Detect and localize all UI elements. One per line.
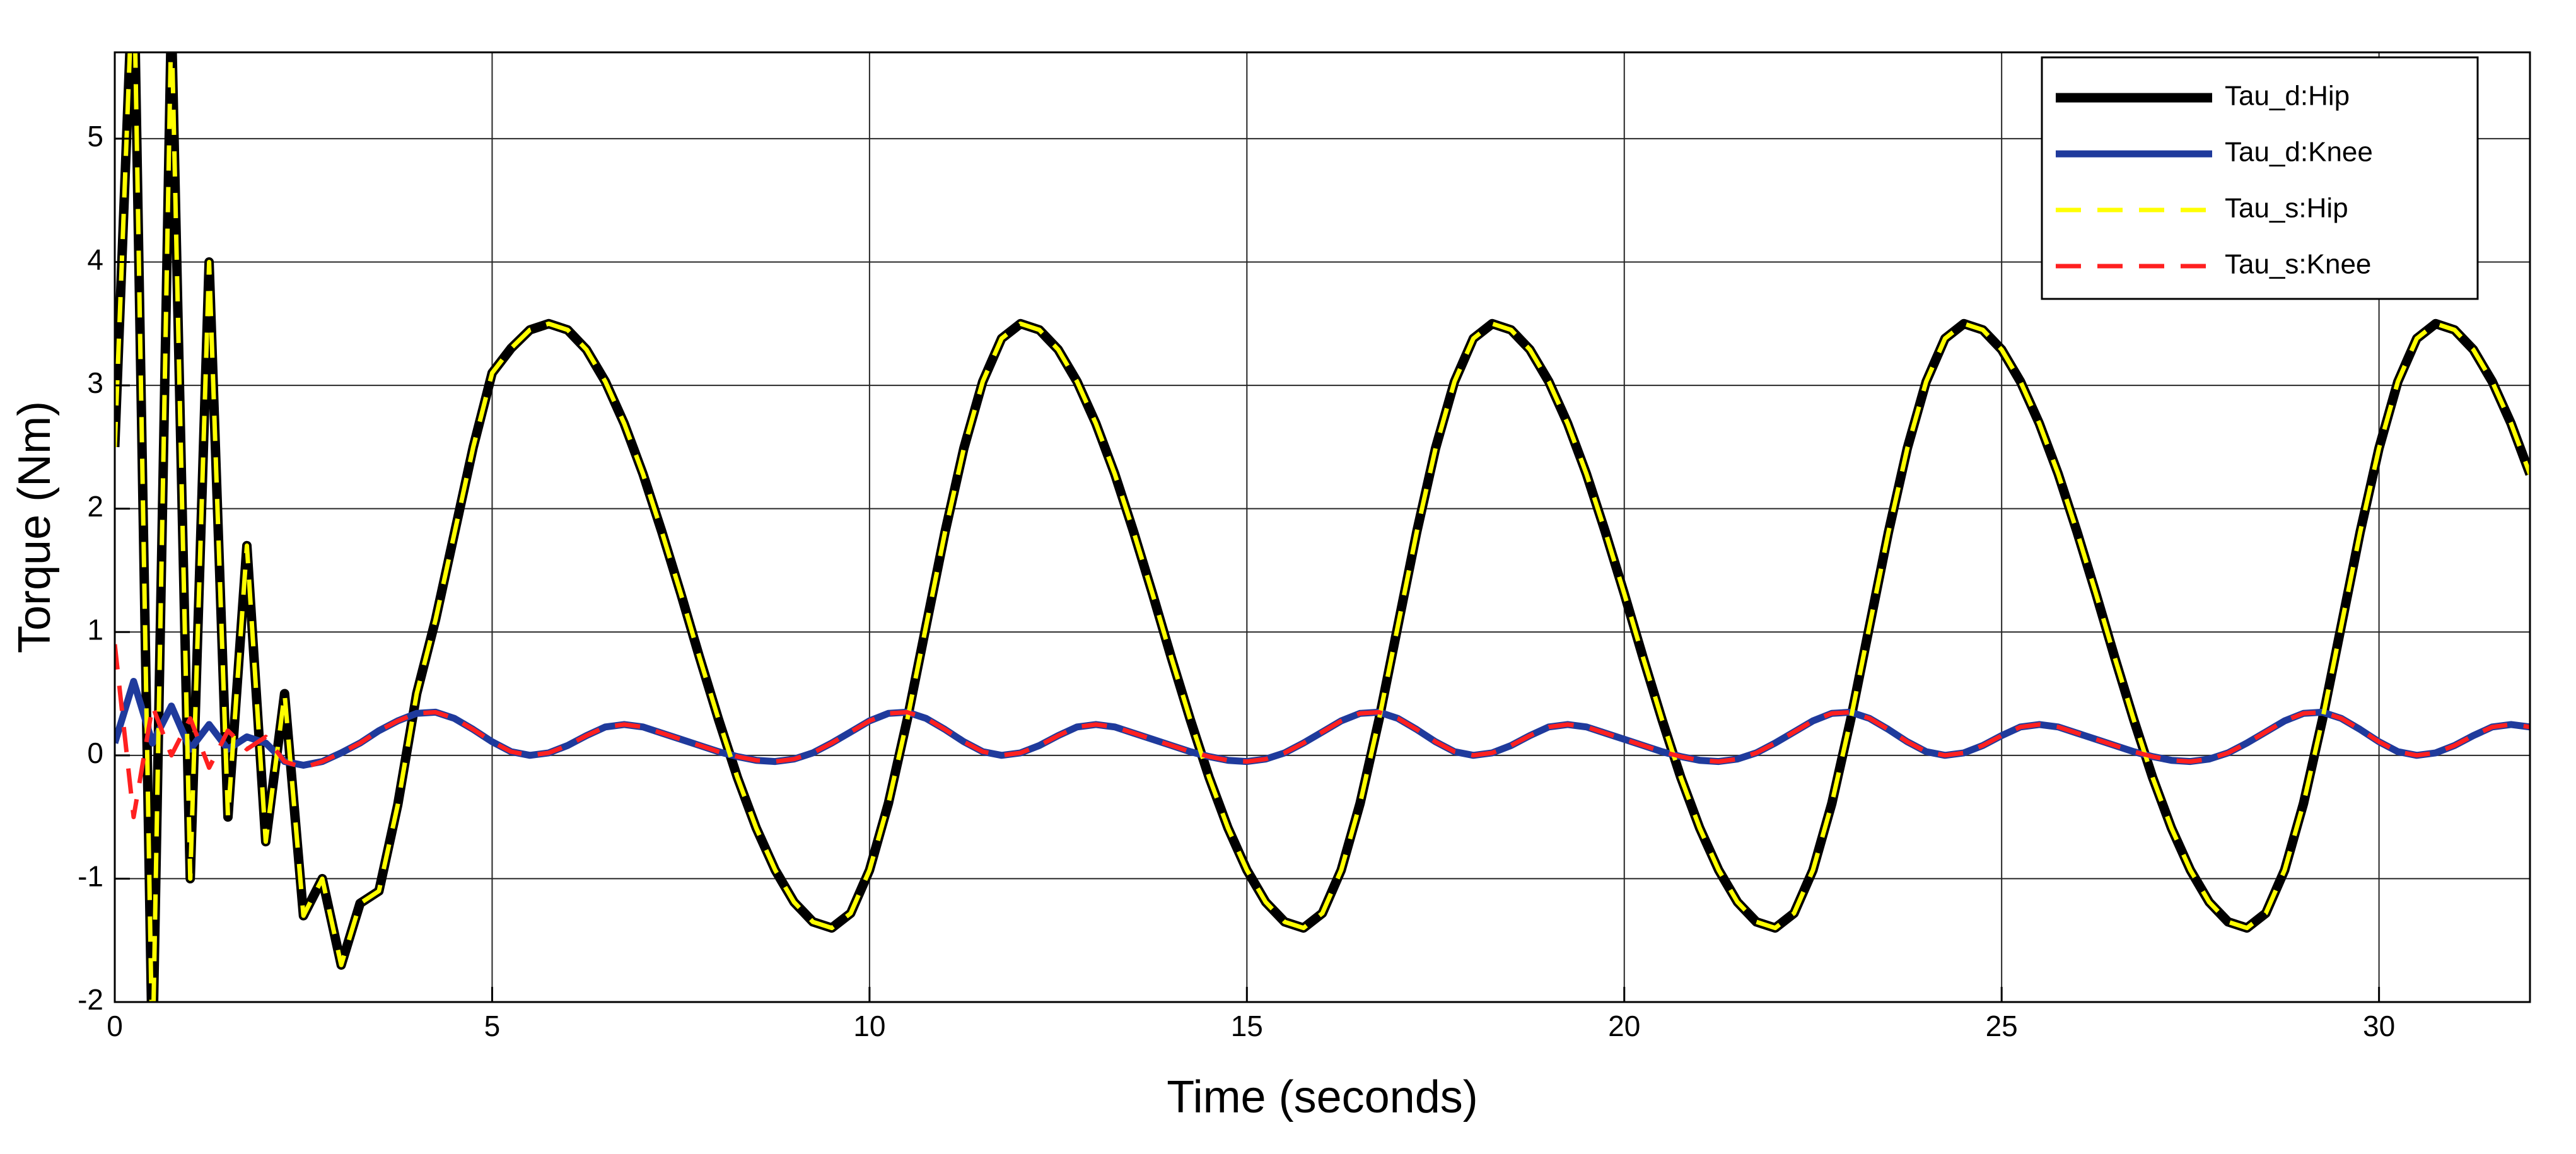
x-tick-label: 5: [484, 1010, 501, 1042]
y-tick-label: 4: [87, 243, 103, 276]
y-tick-label: -1: [78, 860, 103, 893]
axes-box: [114, 51, 2531, 1003]
series-line: [115, 52, 2530, 1002]
y-tick-label: -2: [78, 983, 103, 1016]
legend-label: Tau_d:Hip: [2225, 81, 2350, 112]
x-tick-label: 20: [1608, 1010, 1640, 1042]
x-tick-label: 0: [107, 1010, 123, 1042]
x-tick-label: 30: [2363, 1010, 2395, 1042]
x-axis-label: Time (seconds): [1167, 1072, 1477, 1122]
legend-label: Tau_s:Knee: [2225, 249, 2371, 280]
legend-label: Tau_s:Hip: [2225, 193, 2348, 224]
legend: Tau_d:Hip Tau_d:Knee Tau_s:Hip Tau_s:Knee: [2041, 56, 2479, 300]
y-tick-label: 1: [87, 613, 103, 646]
plot-lines: [115, 52, 2530, 1002]
y-axis-label: Torque (Nm): [9, 401, 60, 653]
y-tick-label: 0: [87, 737, 103, 769]
ticks: 0 5 10 15 20 25 30 -2 -1 0 1 2 3 4 5: [78, 120, 2395, 1042]
x-tick-label: 15: [1231, 1010, 1263, 1042]
x-tick-label: 25: [1986, 1010, 2018, 1042]
series-line: [115, 644, 2530, 820]
x-tick-label: 10: [853, 1010, 885, 1042]
y-tick-label: 3: [87, 366, 103, 399]
y-tick-label: 5: [87, 120, 103, 153]
legend-label: Tau_d:Knee: [2225, 137, 2373, 168]
y-tick-label: 2: [87, 490, 103, 523]
